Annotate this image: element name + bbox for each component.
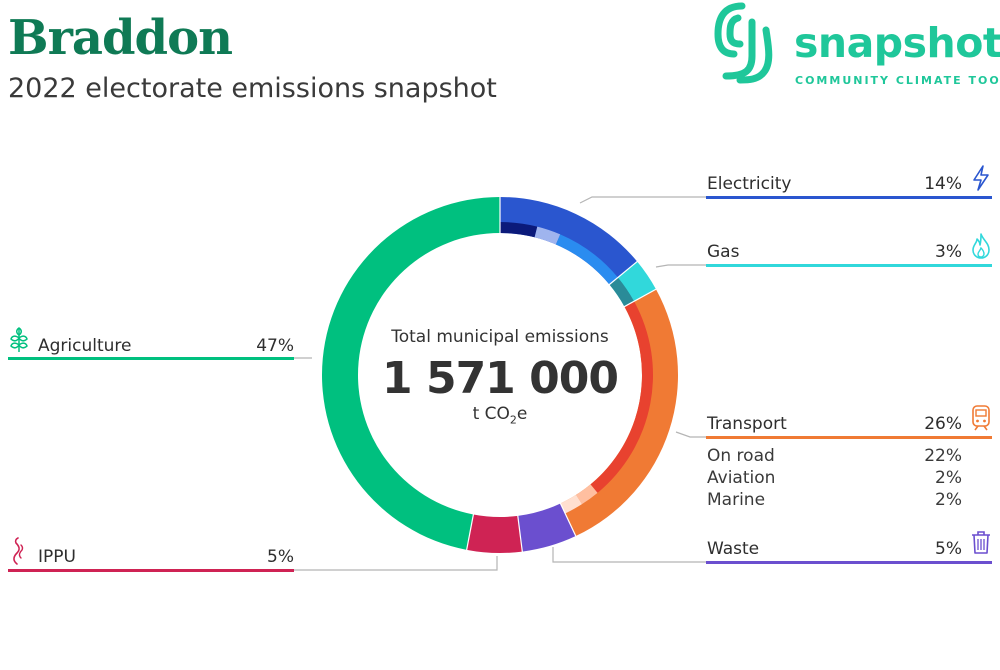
label-electricity: Electricity <box>707 174 792 194</box>
pct-agriculture: 47% <box>256 336 294 356</box>
underline-ippu <box>8 569 294 572</box>
inner-band-transport-aviation <box>576 484 598 505</box>
sub-pct-aviation: 2% <box>935 468 962 488</box>
donut-slice-waste <box>517 503 576 552</box>
leader-line-waste <box>552 547 706 563</box>
underline-gas <box>706 264 992 267</box>
inner-band-electricity-mid <box>555 234 618 285</box>
category-underlines <box>8 196 992 572</box>
leader-lines <box>294 196 706 571</box>
inner-band-gas <box>609 277 635 307</box>
snapshot-logo: snapshot COMMUNITY CLIMATE TOOL <box>712 0 1000 92</box>
leader-line-electricity <box>579 196 706 204</box>
inner-band-transport-marine <box>560 494 582 514</box>
inner-band-electricity-light <box>534 226 561 245</box>
pct-electricity: 14% <box>924 174 962 194</box>
unit-prefix: t CO <box>472 404 510 424</box>
label-waste: Waste <box>707 539 760 559</box>
snapshot-logo-icon <box>714 2 773 84</box>
leader-line-ippu <box>294 556 498 571</box>
snapshot-logo-word: snapshot <box>794 19 1000 67</box>
trash-icon <box>972 531 990 554</box>
pct-waste: 5% <box>935 539 962 559</box>
pct-ippu: 5% <box>267 547 294 567</box>
sub-pct-marine: 2% <box>935 490 962 510</box>
center-label: Total municipal emissions <box>391 327 609 347</box>
label-gas: Gas <box>707 242 740 262</box>
page-subtitle: 2022 electorate emissions snapshot <box>8 73 497 104</box>
underline-transport <box>706 436 992 439</box>
page-title: Braddon <box>8 10 233 66</box>
smoke-icon <box>13 537 24 565</box>
donut-slice-agriculture <box>322 197 500 550</box>
label-transport: Transport <box>707 414 787 434</box>
inner-band-transport-on-road <box>590 301 654 493</box>
leader-line-gas <box>655 264 706 268</box>
donut-ring <box>322 196 678 553</box>
sub-label-marine: Marine <box>707 490 766 510</box>
slice-separator <box>559 502 577 538</box>
slice-separator <box>517 514 524 553</box>
inner-band-electricity-dark <box>500 222 538 238</box>
center-total-value: 1 571 000 <box>382 353 619 404</box>
unit-suffix: e <box>516 404 528 424</box>
pct-transport: 26% <box>924 414 962 434</box>
leader-line-transport <box>675 431 706 438</box>
donut-slice-ippu <box>466 514 523 553</box>
wheat-icon <box>10 327 28 352</box>
sub-pct-on-road: 22% <box>924 446 962 466</box>
label-agriculture: Agriculture <box>38 336 132 356</box>
train-icon <box>972 405 990 431</box>
snapshot-logo-tagline: COMMUNITY CLIMATE TOOL <box>795 74 1000 87</box>
slice-separator <box>465 513 475 551</box>
pct-gas: 3% <box>935 242 962 262</box>
center-unit: t CO2e <box>370 404 630 426</box>
underline-electricity <box>706 196 992 199</box>
sub-label-aviation: Aviation <box>707 468 776 488</box>
slice-separator <box>623 288 658 308</box>
underline-agriculture <box>8 357 294 360</box>
label-ippu: IPPU <box>38 547 76 567</box>
lightning-icon <box>973 165 989 191</box>
flame-icon <box>972 233 990 259</box>
sub-label-on-road: On road <box>707 446 775 466</box>
unit-subscript: 2 <box>509 413 517 427</box>
slice-separator <box>608 260 639 286</box>
underline-waste <box>706 561 992 564</box>
